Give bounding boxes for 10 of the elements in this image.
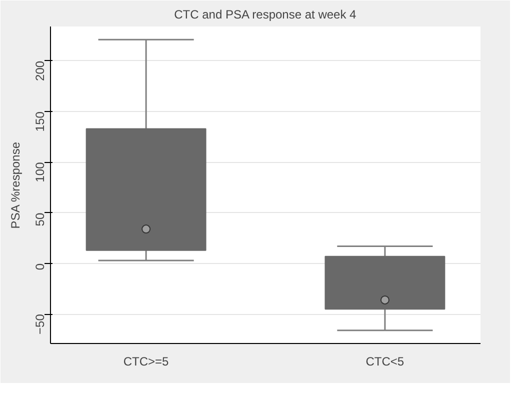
x-tick-label: CTC>=5 [123,354,170,368]
x-tick-label: CTC<5 [366,354,404,368]
y-tick-label: 150 [33,111,47,132]
y-tick-label: 200 [33,60,47,81]
y-tick-label: 50 [33,212,47,226]
y-tick-label: 0 [33,263,47,270]
y-tick-label: 100 [33,162,47,182]
y-axis-title: PSA %response [8,142,22,229]
chart-title: CTC and PSA response at week 4 [174,8,357,22]
y-tick-label: −50 [33,314,47,334]
